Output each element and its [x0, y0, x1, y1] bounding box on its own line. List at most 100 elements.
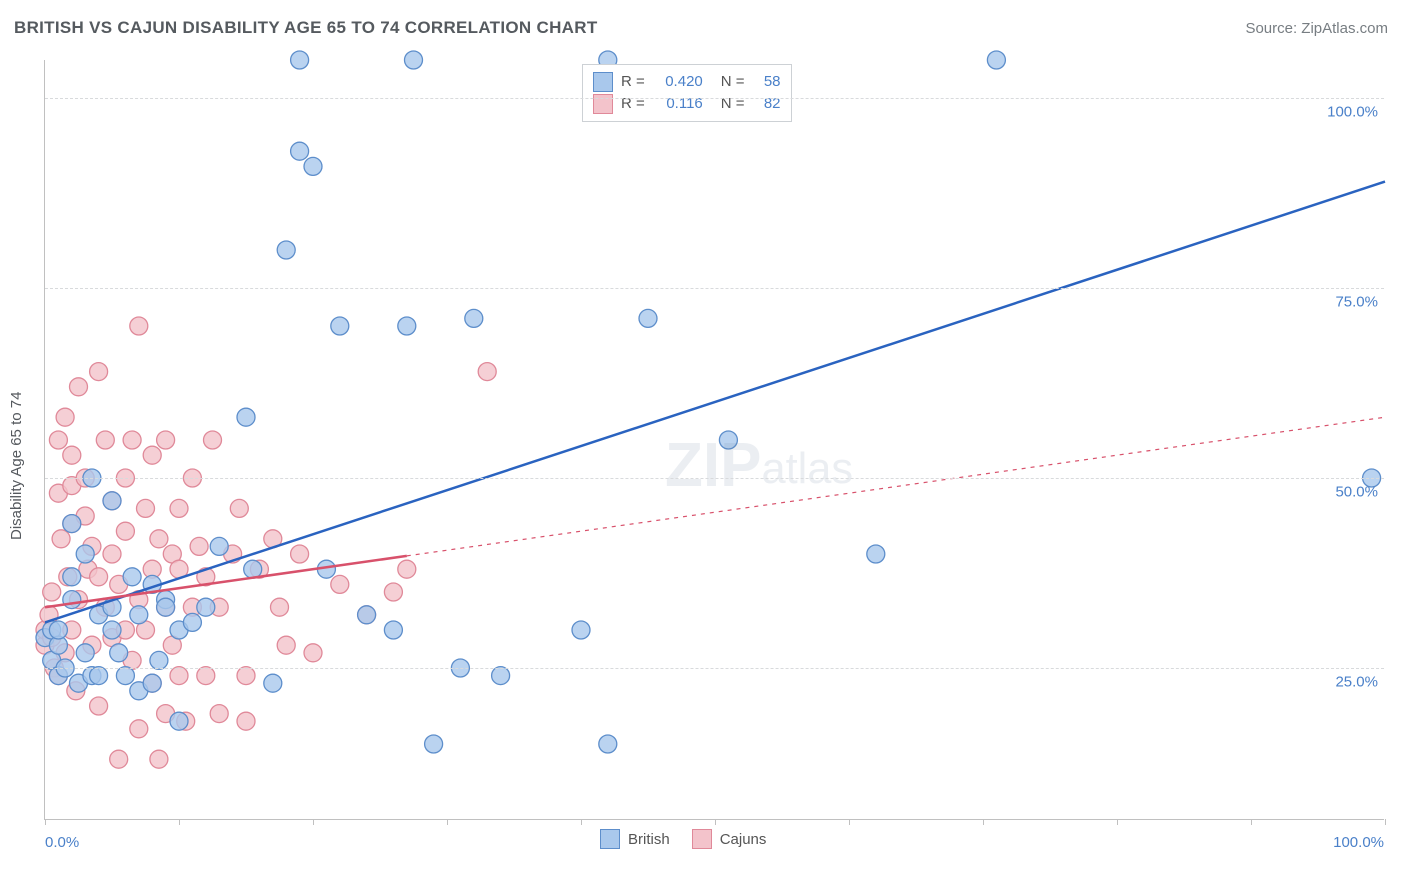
- data-point: [197, 667, 215, 685]
- data-point: [116, 522, 134, 540]
- data-point: [90, 667, 108, 685]
- data-point: [96, 431, 114, 449]
- data-point: [170, 712, 188, 730]
- data-point: [70, 378, 88, 396]
- stats-legend: R =0.420N =58R =0.116N =82: [582, 64, 792, 122]
- data-point: [63, 515, 81, 533]
- y-tick-label: 100.0%: [1327, 104, 1378, 121]
- data-point: [137, 499, 155, 517]
- data-point: [237, 712, 255, 730]
- data-point: [719, 431, 737, 449]
- series-name: British: [628, 831, 670, 848]
- series-legend-item: Cajuns: [692, 829, 767, 849]
- data-point: [157, 431, 175, 449]
- data-point: [599, 735, 617, 753]
- data-point: [157, 598, 175, 616]
- data-point: [492, 667, 510, 685]
- data-point: [987, 51, 1005, 69]
- stats-legend-row: R =0.116N =82: [593, 93, 781, 115]
- data-point: [123, 431, 141, 449]
- data-point: [183, 613, 201, 631]
- series-legend: British Cajuns: [600, 829, 766, 849]
- data-point: [110, 750, 128, 768]
- data-point: [331, 575, 349, 593]
- data-point: [49, 431, 67, 449]
- data-point: [384, 583, 402, 601]
- data-point: [398, 560, 416, 578]
- data-point: [123, 568, 141, 586]
- x-tick: [313, 819, 314, 825]
- x-tick: [1385, 819, 1386, 825]
- data-point: [103, 621, 121, 639]
- trend-line-extrapolated: [407, 417, 1385, 556]
- data-point: [277, 636, 295, 654]
- data-point: [170, 499, 188, 517]
- x-tick-label: 100.0%: [1333, 834, 1384, 851]
- chart-plot-area: ZIPatlas R =0.420N =58R =0.116N =82 Brit…: [44, 60, 1384, 820]
- legend-n-value: 82: [753, 93, 781, 115]
- data-point: [230, 499, 248, 517]
- data-point: [103, 545, 121, 563]
- data-point: [150, 651, 168, 669]
- series-name: Cajuns: [720, 831, 767, 848]
- data-point: [52, 530, 70, 548]
- data-point: [867, 545, 885, 563]
- x-tick: [983, 819, 984, 825]
- x-tick: [179, 819, 180, 825]
- data-point: [358, 606, 376, 624]
- data-point: [398, 317, 416, 335]
- data-point: [197, 598, 215, 616]
- legend-n-label: N =: [721, 93, 745, 115]
- y-tick-label: 75.0%: [1335, 294, 1378, 311]
- data-point: [244, 560, 262, 578]
- legend-swatch: [600, 829, 620, 849]
- data-point: [237, 408, 255, 426]
- x-tick: [849, 819, 850, 825]
- data-point: [76, 644, 94, 662]
- data-point: [90, 697, 108, 715]
- data-point: [291, 142, 309, 160]
- legend-r-value: 0.420: [653, 71, 703, 93]
- x-tick: [45, 819, 46, 825]
- data-point: [478, 363, 496, 381]
- data-point: [425, 735, 443, 753]
- data-point: [405, 51, 423, 69]
- legend-swatch: [593, 72, 613, 92]
- legend-n-label: N =: [721, 71, 745, 93]
- y-tick-label: 25.0%: [1335, 674, 1378, 691]
- data-point: [143, 674, 161, 692]
- data-point: [210, 705, 228, 723]
- scatter-svg: [45, 60, 1384, 819]
- data-point: [56, 408, 74, 426]
- data-point: [304, 157, 322, 175]
- data-point: [304, 644, 322, 662]
- source-label: Source: ZipAtlas.com: [1245, 20, 1388, 37]
- chart-title: BRITISH VS CAJUN DISABILITY AGE 65 TO 74…: [14, 18, 598, 38]
- legend-n-value: 58: [753, 71, 781, 93]
- data-point: [103, 492, 121, 510]
- data-point: [190, 537, 208, 555]
- y-axis-label: Disability Age 65 to 74: [8, 392, 25, 540]
- data-point: [63, 446, 81, 464]
- data-point: [143, 446, 161, 464]
- trend-line: [45, 182, 1385, 623]
- data-point: [237, 667, 255, 685]
- data-point: [170, 667, 188, 685]
- data-point: [90, 568, 108, 586]
- data-point: [291, 51, 309, 69]
- x-tick: [1117, 819, 1118, 825]
- data-point: [204, 431, 222, 449]
- x-tick: [1251, 819, 1252, 825]
- data-point: [264, 674, 282, 692]
- gridline: [45, 668, 1384, 669]
- data-point: [116, 667, 134, 685]
- data-point: [49, 621, 67, 639]
- data-point: [43, 583, 61, 601]
- data-point: [271, 598, 289, 616]
- data-point: [465, 309, 483, 327]
- x-tick-label: 0.0%: [45, 834, 79, 851]
- data-point: [291, 545, 309, 563]
- stats-legend-row: R =0.420N =58: [593, 71, 781, 93]
- data-point: [130, 606, 148, 624]
- data-point: [639, 309, 657, 327]
